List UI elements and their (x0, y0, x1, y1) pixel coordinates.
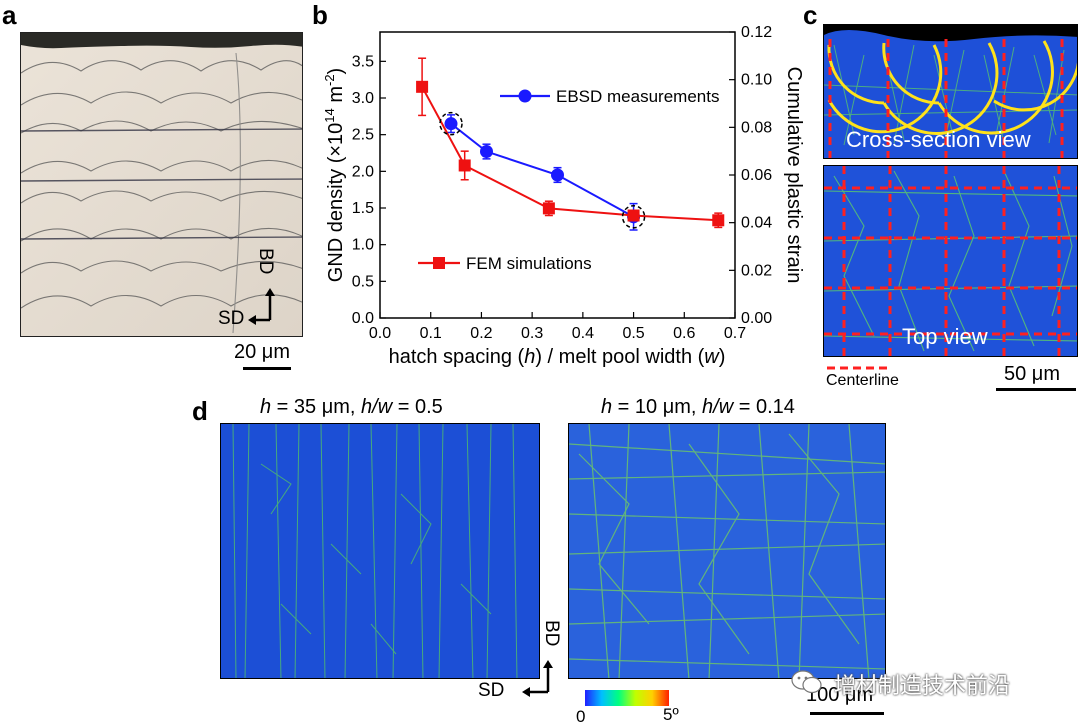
centerline-label: Centerline (826, 372, 899, 389)
panel-b-letter: b (312, 0, 328, 30)
misorientation-colorbar (585, 690, 669, 706)
x-tick-label: 0.3 (521, 325, 543, 342)
highlight-ring (621, 205, 646, 229)
legend-ebsd: EBSD measurements (500, 87, 719, 106)
y2-tick-label: 0.02 (741, 262, 772, 279)
data-point-square (542, 202, 555, 215)
panel-d-letter: d (192, 396, 208, 426)
data-point-square (627, 209, 640, 222)
panel-a-scale-label: 20 μm (234, 341, 290, 363)
panel-d-right-title: h = 10 μm, h/w = 0.14 (601, 396, 795, 418)
map-h10 (568, 423, 886, 679)
y2-tick-label: 0.10 (741, 72, 772, 89)
panel-d-bd-label: BD (541, 620, 562, 647)
x-tick-label: 0.5 (622, 325, 644, 342)
x-tick-label: 0.6 (673, 325, 695, 342)
y2-tick-label: 0.00 (741, 310, 772, 327)
data-point-square (416, 80, 429, 93)
gnd-map-h10 (569, 424, 885, 678)
x-tick-label: 0.7 (724, 325, 746, 342)
panel-c-scale-label: 50 μm (1004, 363, 1060, 385)
gnd-map-h35 (221, 424, 539, 678)
chart-ylabel: GND density (×1014 m-2) (322, 68, 347, 282)
y-tick-label: 2.0 (352, 163, 374, 180)
x-tick-label: 0.1 (420, 325, 442, 342)
panel-c-letter: c (803, 0, 818, 30)
highlight-ring (439, 111, 463, 136)
cross-section-gnd-map (824, 25, 1077, 158)
data-point-square (712, 214, 725, 227)
x-tick-label: 0.4 (572, 325, 594, 342)
panel-d-sd-label: SD (478, 680, 505, 701)
colorbar-max-label: 5º (663, 705, 679, 724)
legend-fem-label: FEM simulations (466, 254, 592, 273)
chart-y2label: Cumulative plastic strain (783, 67, 805, 284)
cross-section-map: Cross-section view (823, 24, 1078, 159)
panel-a-bd-label: BD (255, 248, 276, 275)
top-view-label: Top view (902, 324, 988, 349)
map-h35 (220, 423, 540, 679)
chart-xlabel: hatch spacing (h) / melt pool width (w) (389, 346, 726, 368)
panel-a-micrograph (20, 32, 303, 337)
wechat-icon (791, 670, 822, 694)
data-point-square (458, 159, 471, 172)
top-view-map: Top view (823, 165, 1078, 357)
y2-tick-label: 0.04 (741, 215, 772, 232)
x-tick-label: 0.0 (369, 325, 391, 342)
panel-a-scale-bar (243, 367, 291, 370)
melt-pool-micrograph (21, 33, 302, 336)
legend-ebsd-label: EBSD measurements (556, 87, 719, 106)
series-line-0 (450, 122, 635, 218)
x-tick-label: 0.2 (470, 325, 492, 342)
top-view-gnd-map (824, 166, 1077, 356)
panel-a-letter: a (2, 0, 17, 30)
y-tick-label: 0.0 (352, 310, 374, 327)
panel-d-scale-bar (810, 712, 884, 715)
panel-a-sd-label: SD (218, 308, 245, 329)
panel-c-scale-bar (996, 388, 1076, 391)
legend-fem: FEM simulations (418, 254, 592, 273)
data-point-circle (551, 168, 564, 182)
panel-d-axes-arrows (522, 660, 553, 697)
y-tick-label: 1.0 (352, 237, 374, 254)
y2-tick-label: 0.06 (741, 167, 772, 184)
gnd-density-chart: 0.0 0.1 0.2 0.3 0.4 0.5 0.6 0.7 0.0 0.5 1.0 1.5 2.0 2… (322, 24, 805, 368)
series-line-1 (421, 86, 719, 222)
y2-tick-label: 0.12 (741, 24, 772, 41)
panel-d-left-title: h = 35 μm, h/w = 0.5 (260, 396, 443, 418)
panel-d-scale-label: 100 μm (806, 684, 874, 706)
watermark-text: 增材制造技术前沿 (834, 673, 1011, 698)
y-tick-label: 3.0 (352, 90, 374, 107)
data-point-circle (444, 117, 458, 131)
y-tick-label: 2.5 (352, 127, 374, 144)
y-tick-label: 1.5 (352, 200, 374, 217)
y2-tick-label: 0.08 (741, 119, 772, 136)
y-tick-label: 3.5 (352, 53, 374, 70)
colorbar-min-label: 0 (576, 707, 586, 726)
panel-a-axes-arrows (248, 288, 275, 325)
data-point-circle (480, 145, 493, 159)
cross-section-label: Cross-section view (846, 127, 1031, 152)
centerline-legend-dash (827, 366, 887, 370)
y-tick-label: 0.5 (352, 273, 374, 290)
